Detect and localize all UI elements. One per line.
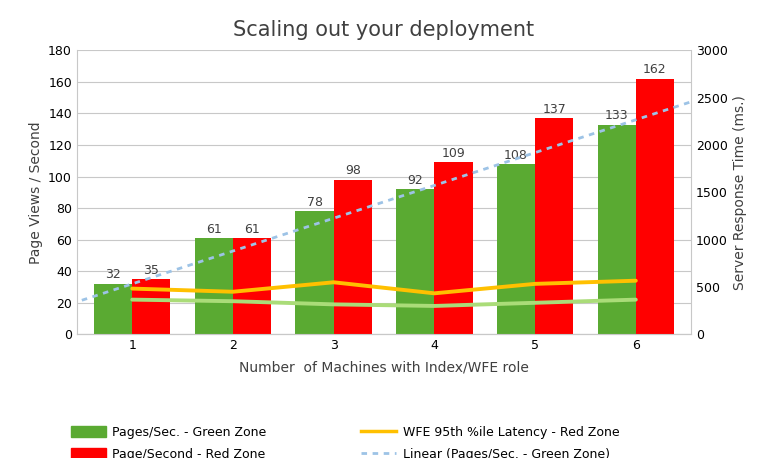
- Bar: [296, 211, 333, 334]
- Bar: [435, 163, 472, 334]
- Text: 78: 78: [306, 196, 323, 209]
- Text: 98: 98: [345, 164, 361, 177]
- Bar: [497, 164, 535, 334]
- Bar: [396, 189, 435, 334]
- Bar: [233, 238, 271, 334]
- Bar: [333, 180, 372, 334]
- Text: 109: 109: [442, 147, 465, 160]
- Text: 92: 92: [407, 174, 423, 187]
- Bar: [194, 238, 233, 334]
- Text: 61: 61: [244, 223, 260, 236]
- Text: 35: 35: [144, 264, 159, 277]
- Title: Scaling out your deployment: Scaling out your deployment: [233, 21, 535, 40]
- Bar: [132, 279, 170, 334]
- Y-axis label: Server Response Time (ms.): Server Response Time (ms.): [733, 95, 747, 290]
- Text: 108: 108: [504, 148, 528, 162]
- Text: 162: 162: [643, 63, 667, 76]
- Text: 61: 61: [206, 223, 222, 236]
- Bar: [535, 118, 574, 334]
- Text: 137: 137: [542, 103, 566, 116]
- Bar: [636, 79, 674, 334]
- Legend: Pages/Sec. - Green Zone, Page/Second - Red Zone, WFE 95th %ile Latency - Green Z: Pages/Sec. - Green Zone, Page/Second - R…: [71, 426, 619, 458]
- Bar: [94, 284, 132, 334]
- Y-axis label: Page Views / Second: Page Views / Second: [28, 121, 42, 264]
- Bar: [598, 125, 636, 334]
- X-axis label: Number  of Machines with Index/WFE role: Number of Machines with Index/WFE role: [239, 360, 529, 375]
- Text: 32: 32: [105, 268, 121, 282]
- Text: 133: 133: [605, 109, 628, 122]
